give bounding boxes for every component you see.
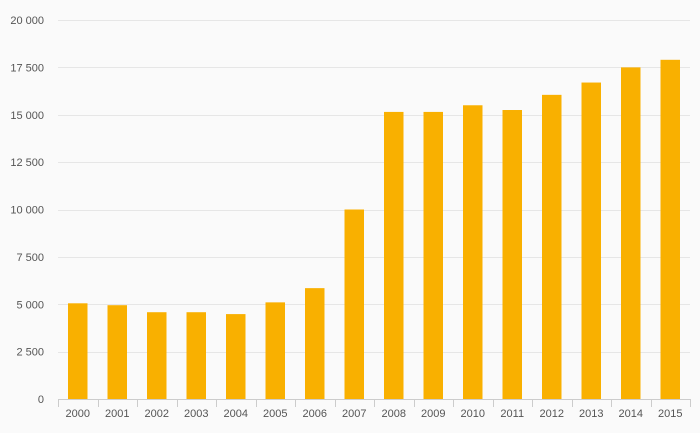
bar-2002 [147,312,167,399]
y-tick-label: 2 500 [16,347,44,359]
y-tick-label: 7 500 [16,252,44,264]
x-tick-label: 2011 [500,408,524,420]
bar-2011 [502,110,522,399]
x-tick-label: 2005 [263,408,287,420]
y-tick-label: 15 000 [10,110,44,122]
x-tick-label: 2013 [579,408,603,420]
bar-2014 [621,67,641,400]
x-tick-label: 2007 [342,408,366,420]
y-axis-tick-labels: 0 2 500 5 000 7 500 10 000 12 500 15 000 17 500… [10,15,44,406]
bar-2009 [423,111,443,399]
x-tick-label: 2012 [540,408,564,420]
bar-2015 [660,59,680,400]
bar-2007 [344,209,364,399]
x-tick-label: 2004 [224,408,248,420]
x-tick-label: 2002 [145,408,169,420]
y-tick-label: 12 500 [10,157,44,169]
y-tick-label: 20 000 [10,15,44,27]
gridlines [58,20,690,353]
bar-2000 [68,303,88,399]
bar-2001 [107,305,127,399]
y-tick-label: 17 500 [10,62,44,74]
bar-2003 [186,312,206,399]
x-tick-label: 2000 [66,408,90,420]
x-tick-label: 2014 [619,408,643,420]
bar-2013 [581,82,601,399]
x-tick-label: 2008 [382,408,406,420]
y-tick-label: 0 [38,394,44,406]
x-axis-tick-labels: 2000 2001 2002 2003 2004 2005 2006 2007 2008 2009… [66,408,683,420]
x-tick-label: 2009 [421,408,445,420]
bar-2010 [463,105,483,400]
y-tick-label: 10 000 [10,205,44,217]
y-tick-label: 5 000 [16,299,44,311]
bar-2008 [384,111,404,399]
x-tick-label: 2015 [658,408,682,420]
bar-2012 [542,94,562,399]
bar-2006 [305,288,325,399]
x-tick-label: 2010 [461,408,485,420]
x-axis [58,399,691,407]
x-tick-label: 2003 [184,408,208,420]
bar-2005 [265,302,285,399]
bar-2004 [226,314,246,399]
x-tick-label: 2006 [303,408,327,420]
x-tick-label: 2001 [105,408,129,420]
bars [68,59,680,400]
